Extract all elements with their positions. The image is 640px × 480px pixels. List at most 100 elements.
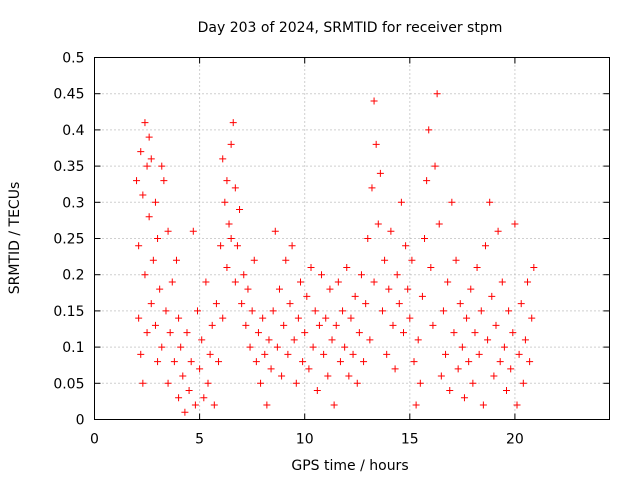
data-point <box>309 343 317 351</box>
data-point <box>391 365 399 373</box>
data-point <box>351 292 359 300</box>
data-point <box>175 314 183 322</box>
data-point <box>259 314 267 322</box>
y-tick-label: 0.15 <box>53 304 84 320</box>
data-point <box>458 343 466 351</box>
data-point <box>315 321 323 329</box>
data-point <box>465 358 473 366</box>
data-point <box>187 358 195 366</box>
data-point <box>330 401 338 409</box>
data-point <box>475 350 483 358</box>
data-point <box>486 198 494 206</box>
data-point <box>530 263 538 271</box>
data-point <box>521 336 529 344</box>
data-point <box>231 278 239 286</box>
data-point <box>517 300 525 308</box>
data-point <box>496 358 504 366</box>
data-point <box>267 365 275 373</box>
data-point <box>303 292 311 300</box>
y-tick-label: 0.3 <box>62 195 84 211</box>
y-tick-label: 0.35 <box>53 159 84 175</box>
data-point <box>210 401 218 409</box>
data-point <box>139 379 147 387</box>
data-point <box>456 300 464 308</box>
y-tick-label: 0.1 <box>62 340 84 356</box>
data-point <box>225 220 233 228</box>
x-tick-label: 10 <box>296 432 314 448</box>
data-point <box>507 365 515 373</box>
data-point <box>179 372 187 380</box>
data-point <box>505 307 513 315</box>
data-point <box>320 350 328 358</box>
x-tick-label: 20 <box>506 432 524 448</box>
data-point <box>416 379 424 387</box>
data-point <box>257 379 265 387</box>
y-tick-label: 0 <box>76 413 85 429</box>
data-point <box>368 184 376 192</box>
x-tick-label: 15 <box>401 432 419 448</box>
data-point <box>248 307 256 315</box>
data-point <box>196 365 204 373</box>
data-point <box>400 329 407 337</box>
data-point <box>389 321 397 329</box>
data-point <box>328 336 336 344</box>
data-point <box>151 321 159 329</box>
data-point <box>326 285 334 293</box>
data-point <box>139 191 147 199</box>
data-point <box>250 256 258 264</box>
data-point <box>433 90 441 98</box>
data-point <box>307 263 315 271</box>
data-point <box>355 329 363 337</box>
y-tick-label: 0.4 <box>62 123 84 139</box>
data-point <box>200 394 208 402</box>
data-point <box>343 263 351 271</box>
data-point <box>223 263 231 271</box>
data-point <box>500 343 508 351</box>
data-point <box>313 387 321 395</box>
data-point <box>297 278 304 286</box>
data-point <box>290 336 298 344</box>
data-point <box>227 235 235 242</box>
data-point <box>349 350 357 358</box>
chart-title: Day 203 of 2024, SRMTID for receiver stp… <box>198 20 503 36</box>
data-point <box>215 358 223 366</box>
data-point <box>154 358 162 366</box>
data-point <box>494 227 502 235</box>
data-point <box>208 321 216 329</box>
data-point <box>444 278 452 286</box>
data-point <box>135 314 143 322</box>
data-point <box>442 350 450 358</box>
data-point <box>414 336 422 344</box>
y-tick-label: 0.45 <box>53 87 84 103</box>
data-point <box>137 350 145 358</box>
data-point <box>425 126 433 134</box>
data-points <box>133 90 538 416</box>
data-point <box>452 256 460 264</box>
data-point <box>353 379 361 387</box>
data-point <box>513 401 521 409</box>
data-point <box>149 256 157 264</box>
y-axis-ticks: 0 0.05 0.1 0.15 0.2 0.25 0.3 0.35 0.4 0.45 0.5 <box>53 51 610 429</box>
data-point <box>265 336 273 344</box>
data-point <box>519 379 527 387</box>
data-point <box>299 358 307 366</box>
data-point <box>431 162 439 170</box>
data-point <box>301 329 309 337</box>
data-point <box>450 329 458 337</box>
data-point <box>206 350 214 358</box>
data-point <box>378 307 386 315</box>
data-point <box>133 177 141 185</box>
data-point <box>421 235 429 242</box>
data-point <box>437 372 445 380</box>
data-point <box>427 263 435 271</box>
data-point <box>147 155 155 163</box>
data-point <box>383 350 391 358</box>
data-point <box>158 162 166 170</box>
data-point <box>151 198 159 206</box>
data-point <box>145 213 153 221</box>
data-point <box>412 401 420 409</box>
data-point <box>170 358 178 366</box>
data-point <box>305 365 313 373</box>
data-point <box>242 321 250 329</box>
data-point <box>318 271 326 279</box>
